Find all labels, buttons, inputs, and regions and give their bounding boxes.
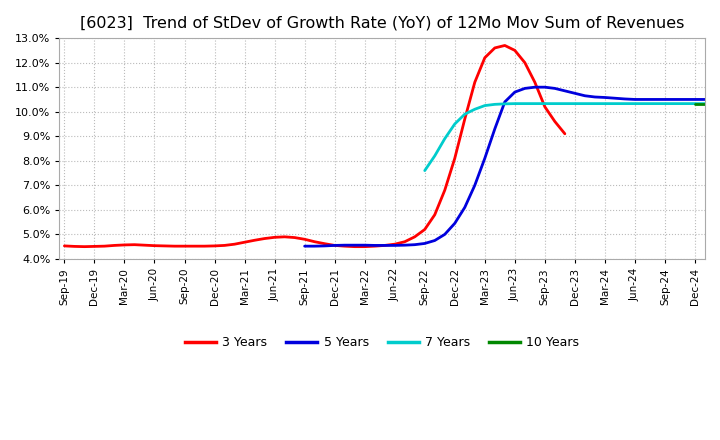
3 Years [80, 244, 89, 249]
7 Years [611, 101, 619, 106]
5 Years [521, 86, 529, 91]
5 Years [590, 94, 599, 99]
5 Years [351, 242, 359, 248]
5 Years [580, 93, 589, 99]
5 Years [461, 205, 469, 210]
5 Years [531, 84, 539, 90]
7 Years [531, 101, 539, 106]
5 Years [431, 238, 439, 243]
5 Years [330, 243, 339, 248]
5 Years [670, 97, 679, 102]
3 Years [60, 243, 68, 249]
7 Years [561, 101, 570, 106]
7 Years [690, 101, 699, 106]
5 Years [631, 97, 639, 102]
3 Years [551, 119, 559, 124]
5 Years [451, 221, 459, 226]
7 Years [420, 168, 429, 173]
7 Years [500, 101, 509, 106]
3 Years [431, 212, 439, 217]
5 Years [470, 183, 479, 188]
7 Years [631, 101, 639, 106]
7 Years [551, 101, 559, 106]
10 Years [701, 101, 709, 106]
Line: 3 Years: 3 Years [64, 45, 565, 247]
5 Years [680, 97, 689, 102]
5 Years [410, 242, 419, 247]
10 Years [690, 101, 699, 106]
7 Years [661, 101, 670, 106]
5 Years [480, 156, 489, 161]
7 Years [621, 101, 629, 106]
7 Years [701, 101, 709, 106]
5 Years [441, 232, 449, 237]
3 Years [400, 239, 409, 244]
3 Years [230, 242, 239, 247]
7 Years [651, 101, 660, 106]
5 Years [300, 243, 309, 249]
5 Years [570, 91, 579, 96]
5 Years [711, 97, 719, 102]
5 Years [651, 97, 660, 102]
5 Years [390, 243, 399, 248]
3 Years [180, 243, 189, 249]
7 Years [600, 101, 609, 106]
5 Years [551, 86, 559, 91]
7 Years [711, 101, 719, 106]
3 Years [561, 131, 570, 136]
Legend: 3 Years, 5 Years, 7 Years, 10 Years: 3 Years, 5 Years, 7 Years, 10 Years [180, 331, 585, 354]
5 Years [510, 89, 519, 95]
5 Years [320, 243, 329, 249]
5 Years [641, 97, 649, 102]
10 Years [711, 101, 719, 106]
5 Years [541, 84, 549, 90]
7 Years [480, 103, 489, 108]
3 Years [220, 243, 229, 248]
5 Years [690, 97, 699, 102]
7 Years [541, 101, 549, 106]
5 Years [380, 243, 389, 248]
5 Years [400, 242, 409, 248]
7 Years [490, 102, 499, 107]
3 Years [500, 43, 509, 48]
5 Years [621, 96, 629, 102]
5 Years [561, 88, 570, 93]
7 Years [670, 101, 679, 106]
7 Years [680, 101, 689, 106]
7 Years [510, 101, 519, 106]
5 Years [370, 243, 379, 248]
Title: [6023]  Trend of StDev of Growth Rate (YoY) of 12Mo Mov Sum of Revenues: [6023] Trend of StDev of Growth Rate (Yo… [80, 15, 685, 30]
7 Years [431, 153, 439, 158]
7 Years [461, 111, 469, 117]
5 Years [420, 241, 429, 246]
5 Years [361, 242, 369, 248]
5 Years [341, 242, 349, 248]
5 Years [500, 99, 509, 105]
5 Years [310, 243, 319, 249]
5 Years [600, 95, 609, 100]
5 Years [490, 126, 499, 132]
7 Years [521, 101, 529, 106]
7 Years [570, 101, 579, 106]
7 Years [590, 101, 599, 106]
7 Years [441, 136, 449, 141]
5 Years [661, 97, 670, 102]
7 Years [641, 101, 649, 106]
Line: 7 Years: 7 Years [425, 103, 720, 171]
Line: 5 Years: 5 Years [305, 87, 720, 246]
5 Years [701, 97, 709, 102]
5 Years [611, 95, 619, 101]
7 Years [451, 121, 459, 127]
7 Years [580, 101, 589, 106]
7 Years [470, 106, 479, 112]
